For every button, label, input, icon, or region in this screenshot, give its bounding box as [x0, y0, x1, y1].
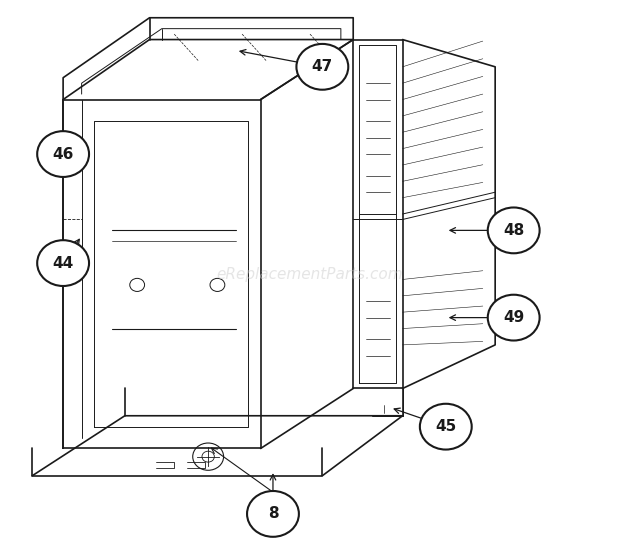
Circle shape [488, 208, 539, 253]
Circle shape [420, 404, 472, 449]
Circle shape [296, 44, 348, 90]
Circle shape [37, 131, 89, 177]
Text: 8: 8 [268, 506, 278, 521]
Text: eReplacementParts.com: eReplacementParts.com [216, 266, 404, 282]
Circle shape [247, 491, 299, 537]
Circle shape [37, 240, 89, 286]
Text: 47: 47 [312, 59, 333, 75]
Text: 46: 46 [53, 146, 74, 162]
Text: 44: 44 [53, 255, 74, 271]
Text: 48: 48 [503, 223, 525, 238]
Text: 45: 45 [435, 419, 456, 434]
Circle shape [488, 295, 539, 340]
Text: 49: 49 [503, 310, 525, 325]
